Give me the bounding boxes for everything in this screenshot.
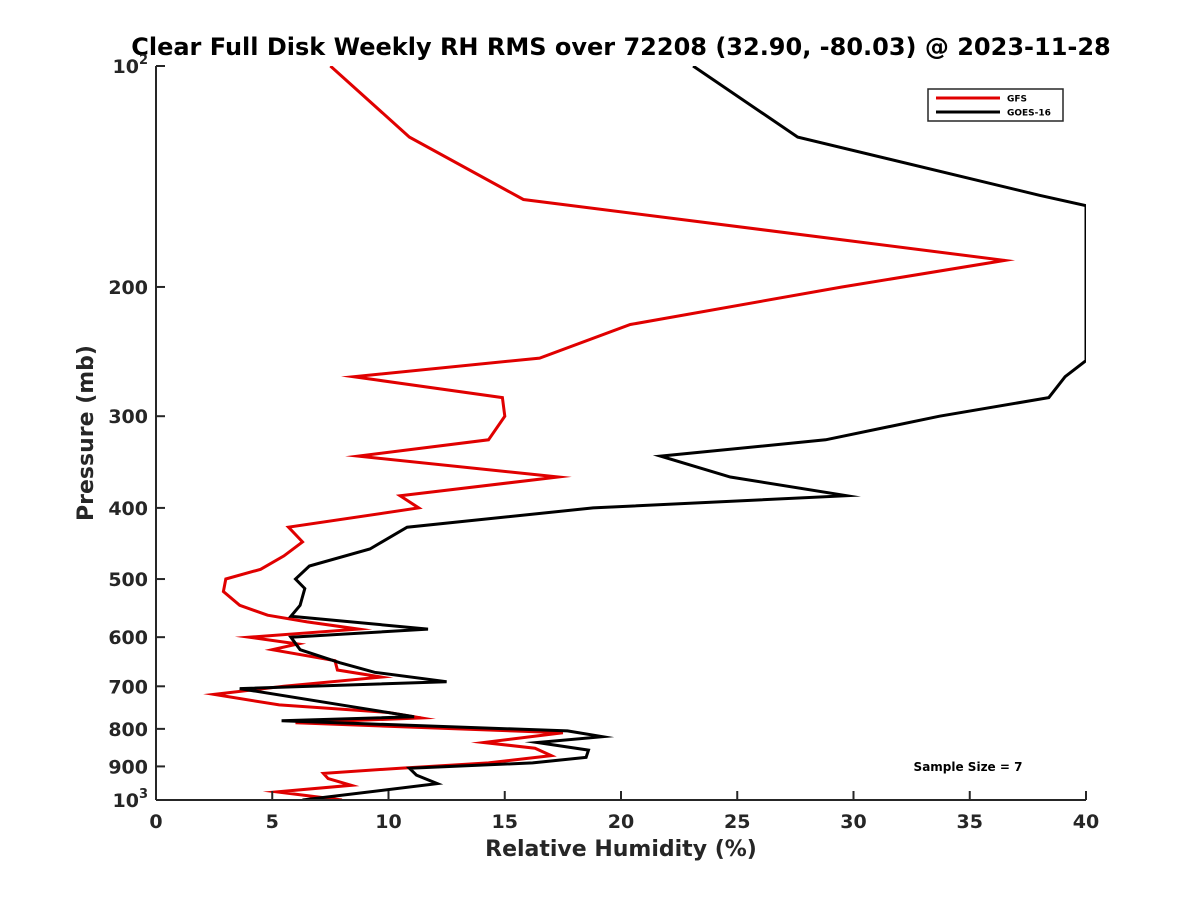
series-line-gfs [203, 66, 1016, 800]
x-tick-label: 35 [957, 811, 983, 833]
legend-box [927, 88, 1064, 122]
axes: 0 5 10 15 20 25 30 35 40 102 200 300 400 500 600 700 800… [108, 53, 1099, 833]
x-tick-label: 30 [840, 811, 866, 833]
y-tick-label: 200 [108, 277, 148, 299]
y-tick-label: 400 [108, 498, 148, 520]
x-tick-label: 20 [608, 811, 634, 833]
plot-area [203, 66, 1086, 800]
series-group [203, 66, 1086, 800]
x-tick-label: 5 [266, 811, 279, 833]
y-tick-label: 700 [108, 676, 148, 698]
y-tick-label: 800 [108, 719, 148, 741]
y-tick-label: 102 [113, 53, 149, 78]
x-tick-label: 40 [1073, 811, 1099, 833]
x-axis-label: Relative Humidity (%) [485, 837, 757, 862]
x-tick-label: 0 [149, 811, 162, 833]
series-line-goes-16 [239, 66, 1086, 800]
legend: GFS GOES-16 [927, 88, 1064, 122]
x-tick-label: 15 [492, 811, 518, 833]
chart-title: Clear Full Disk Weekly RH RMS over 72208… [131, 33, 1111, 61]
y-tick-label: 300 [108, 406, 148, 428]
y-tick-label: 900 [108, 756, 148, 778]
y-axis-label: Pressure (mb) [74, 345, 99, 521]
y-tick-label: 600 [108, 627, 148, 649]
legend-label: GOES-16 [1007, 109, 1051, 119]
legend-label: GFS [1007, 95, 1027, 105]
y-tick-label: 103 [113, 787, 149, 812]
y-tick-label: 500 [108, 569, 148, 591]
x-tick-label: 25 [724, 811, 750, 833]
sample-size-annotation: Sample Size = 7 [914, 760, 1023, 774]
x-tick-label: 10 [375, 811, 401, 833]
